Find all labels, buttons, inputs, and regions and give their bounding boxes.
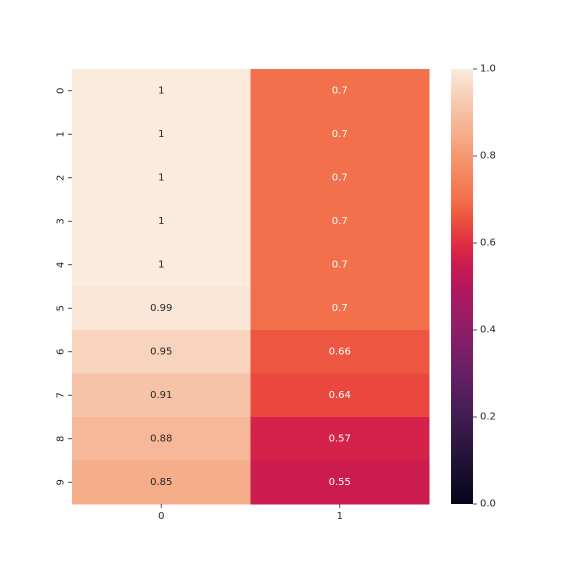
heatmap-cell-label-r4-c1: 0.7: [332, 259, 348, 270]
heatmap-cell-label-r3-c1: 0.7: [332, 216, 348, 227]
heatmap-cell-r2-c0: [72, 156, 251, 200]
heatmap-cell-r4-c0: [72, 243, 251, 287]
colorbar-tick-label-1: 0.2: [480, 412, 496, 423]
colorbar: 0.0 0.2 0.4 0.6 0.8 1.0: [451, 64, 496, 510]
heatmap-cell-r7-c1: [250, 373, 430, 418]
x-tick-label-0: 0: [158, 511, 164, 522]
heatmap-cell-label-r3-c0: 1: [158, 216, 164, 227]
heatmap-cell-r5-c1: [250, 286, 430, 331]
x-tick-label-1: 1: [337, 511, 343, 522]
heatmap-cell-label-r2-c0: 1: [158, 172, 164, 183]
heatmap-cell-r0-c1: [250, 69, 430, 113]
heatmap-cell-r8-c1: [250, 417, 430, 461]
heatmap-cell-r0-c0: [72, 69, 251, 113]
heatmap-cell-label-r6-c0: 0.95: [150, 346, 172, 357]
heatmap-cell-label-r5-c0: 0.99: [150, 303, 172, 314]
heatmap-cell-label-r0-c0: 1: [158, 85, 164, 96]
heatmap-cell-label-r7-c0: 0.91: [150, 390, 172, 401]
heatmap-cell-label-r4-c0: 1: [158, 259, 164, 270]
y-tick-label-7: 7: [56, 392, 67, 398]
heatmap-cell-r6-c1: [250, 330, 430, 374]
y-tick-label-6: 6: [56, 349, 67, 355]
heatmap-cell-label-r8-c0: 0.88: [150, 433, 172, 444]
colorbar-tick-label-0: 0.0: [480, 499, 496, 510]
y-tick-label-1: 1: [56, 131, 67, 137]
heatmap-cell-r3-c1: [250, 199, 430, 244]
heatmap-cell-r9-c0: [72, 460, 251, 505]
y-tick-label-4: 4: [56, 262, 67, 268]
heatmap-cell-r1-c1: [250, 112, 430, 157]
y-tick-label-5: 5: [56, 305, 67, 311]
heatmap-cell-label-r1-c1: 0.7: [332, 129, 348, 140]
colorbar-tick-label-2: 0.4: [480, 325, 496, 336]
colorbar-tick-label-4: 0.8: [480, 151, 496, 162]
heatmap-cell-label-r9-c1: 0.55: [329, 477, 351, 488]
heatmap-cell-r1-c0: [72, 112, 251, 157]
colorbar-tick-label-3: 0.6: [480, 238, 496, 249]
heatmap-cell-r3-c0: [72, 199, 251, 244]
heatmap-cells: [72, 69, 430, 505]
y-tick-label-0: 0: [56, 88, 67, 94]
colorbar-tick-label-5: 1.0: [480, 64, 496, 75]
heatmap-cell-r2-c1: [250, 156, 430, 200]
heatmap-cell-label-r0-c1: 0.7: [332, 85, 348, 96]
y-tick-label-2: 2: [56, 175, 67, 181]
heatmap-cell-label-r9-c0: 0.85: [150, 477, 172, 488]
heatmap-cell-r5-c0: [72, 286, 251, 331]
heatmap-cell-labels: 1 0.7 1 0.7 1 0.7 1 0.7 1 0.7 0.99 0.7 0.95 0.66 0.91 0…: [150, 85, 351, 488]
heatmap-cell-label-r6-c1: 0.66: [329, 346, 351, 357]
heatmap-cell-r9-c1: [250, 460, 430, 505]
heatmap-cell-label-r1-c0: 1: [158, 129, 164, 140]
y-tick-label-9: 9: [56, 479, 67, 485]
heatmap-cell-label-r8-c1: 0.57: [329, 433, 351, 444]
colorbar-gradient: [451, 69, 473, 504]
y-axis-ticks: 0 1 2 3 4 5 6 7 8 9: [56, 88, 72, 485]
heatmap-cell-r8-c0: [72, 417, 251, 461]
y-tick-label-8: 8: [56, 436, 67, 442]
heatmap-cell-r6-c0: [72, 330, 251, 374]
heatmap-cell-label-r7-c1: 0.64: [329, 390, 351, 401]
heatmap-cell-r4-c1: [250, 243, 430, 287]
heatmap-cell-r7-c0: [72, 373, 251, 418]
heatmap-cell-label-r5-c1: 0.7: [332, 303, 348, 314]
y-tick-label-3: 3: [56, 218, 67, 224]
heatmap-cell-label-r2-c1: 0.7: [332, 172, 348, 183]
